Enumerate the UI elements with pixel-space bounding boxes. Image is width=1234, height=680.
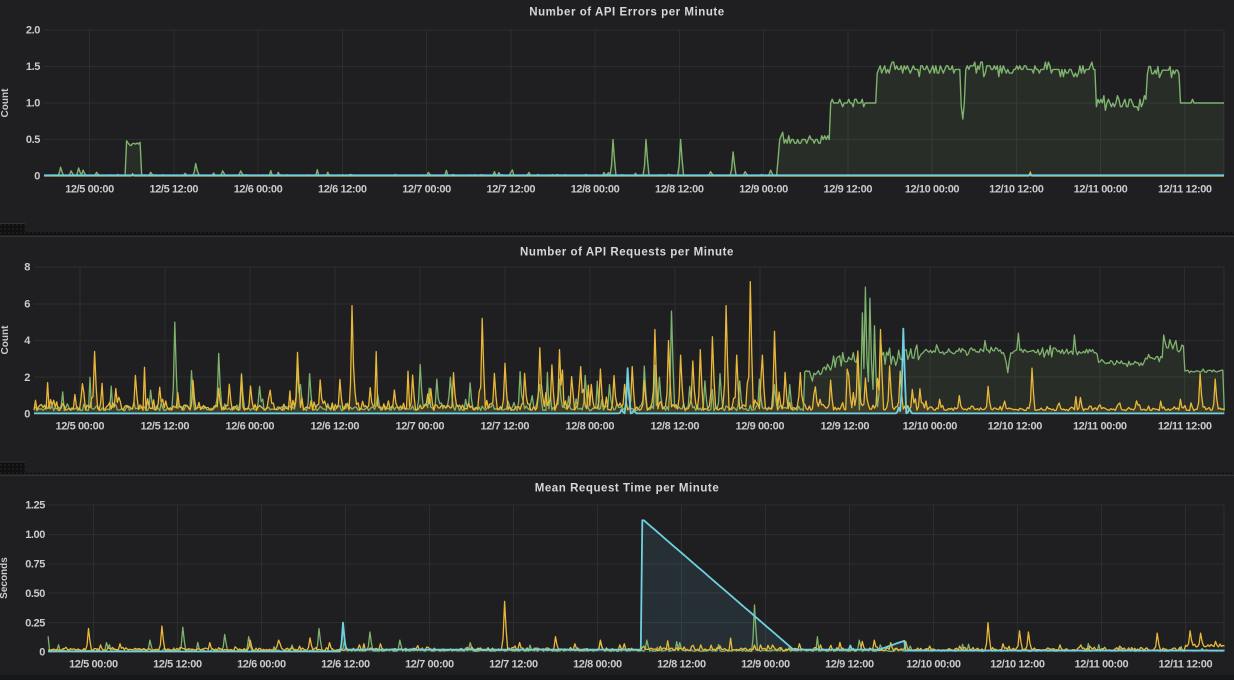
svg-text:12/10 12:00: 12/10 12:00 [988, 421, 1043, 433]
svg-text:12/7 12:00: 12/7 12:00 [489, 659, 538, 671]
svg-text:12/11 00:00: 12/11 00:00 [1075, 659, 1129, 671]
svg-text:Mean Request Time per Minute: Mean Request Time per Minute [535, 483, 720, 495]
svg-text:12/8 12:00: 12/8 12:00 [657, 659, 706, 671]
svg-text:0.5: 0.5 [26, 134, 40, 146]
svg-text:12/5 00:00: 12/5 00:00 [69, 659, 118, 671]
svg-text:12/11 00:00: 12/11 00:00 [1074, 184, 1128, 196]
svg-text:12/10 00:00: 12/10 00:00 [905, 184, 960, 196]
svg-text:12/5 00:00: 12/5 00:00 [65, 184, 114, 196]
svg-text:12/5 12:00: 12/5 12:00 [153, 659, 202, 671]
svg-text:12/10 12:00: 12/10 12:00 [989, 184, 1044, 196]
svg-text:6: 6 [24, 298, 30, 310]
svg-text:12/9 12:00: 12/9 12:00 [820, 421, 869, 433]
svg-text:12/6 12:00: 12/6 12:00 [310, 421, 359, 433]
svg-text:12/8 12:00: 12/8 12:00 [655, 184, 704, 196]
svg-text:12/8 00:00: 12/8 00:00 [573, 659, 622, 671]
svg-text:12/5 00:00: 12/5 00:00 [55, 421, 104, 433]
svg-text:0: 0 [24, 409, 30, 421]
svg-text:0.50: 0.50 [25, 588, 45, 600]
svg-text:12/7 12:00: 12/7 12:00 [486, 184, 535, 196]
svg-text:12/8 12:00: 12/8 12:00 [650, 421, 699, 433]
svg-text:1.0: 1.0 [26, 98, 40, 110]
svg-text:1.25: 1.25 [25, 500, 45, 512]
svg-text:12/11 12:00: 12/11 12:00 [1158, 184, 1212, 196]
svg-text:12/7 12:00: 12/7 12:00 [480, 421, 529, 433]
svg-text:Seconds: Seconds [0, 557, 10, 599]
svg-text:8: 8 [24, 262, 30, 274]
svg-text:0: 0 [34, 171, 40, 183]
svg-text:1.5: 1.5 [26, 61, 40, 73]
svg-text:12/10 12:00: 12/10 12:00 [990, 659, 1045, 671]
svg-text:12/6 00:00: 12/6 00:00 [237, 659, 286, 671]
svg-text:12/7 00:00: 12/7 00:00 [395, 421, 444, 433]
svg-text:1.00: 1.00 [25, 529, 45, 541]
svg-text:12/9 12:00: 12/9 12:00 [823, 184, 872, 196]
svg-text:12/11 00:00: 12/11 00:00 [1073, 421, 1127, 433]
svg-text:12/6 00:00: 12/6 00:00 [234, 184, 283, 196]
svg-text:12/9 00:00: 12/9 00:00 [735, 421, 784, 433]
svg-text:4: 4 [24, 335, 31, 347]
svg-text:12/8 00:00: 12/8 00:00 [571, 184, 620, 196]
svg-text:12/5 12:00: 12/5 12:00 [140, 421, 189, 433]
svg-text:12/11 12:00: 12/11 12:00 [1159, 659, 1213, 671]
svg-text:12/11 12:00: 12/11 12:00 [1158, 421, 1212, 433]
svg-text:12/5 12:00: 12/5 12:00 [149, 184, 198, 196]
svg-text:0.25: 0.25 [25, 617, 45, 629]
svg-text:2.0: 2.0 [26, 25, 40, 37]
svg-text:0.75: 0.75 [25, 559, 45, 571]
svg-text:12/7 00:00: 12/7 00:00 [405, 659, 454, 671]
svg-text:12/6 12:00: 12/6 12:00 [318, 184, 367, 196]
svg-text:Number of API Requests per Min: Number of API Requests per Minute [520, 247, 734, 259]
svg-text:12/8 00:00: 12/8 00:00 [565, 421, 614, 433]
svg-text:12/6 00:00: 12/6 00:00 [225, 421, 274, 433]
svg-text:12/6 12:00: 12/6 12:00 [321, 659, 370, 671]
svg-text:0: 0 [39, 647, 45, 659]
svg-text:2: 2 [24, 372, 30, 384]
svg-text:12/7 00:00: 12/7 00:00 [402, 184, 451, 196]
svg-text:12/10 00:00: 12/10 00:00 [903, 421, 958, 433]
svg-text:12/10 00:00: 12/10 00:00 [906, 659, 961, 671]
svg-text:Count: Count [0, 88, 11, 118]
svg-text:12/9 00:00: 12/9 00:00 [739, 184, 788, 196]
svg-text:12/9 00:00: 12/9 00:00 [741, 659, 790, 671]
svg-text:12/9 12:00: 12/9 12:00 [825, 659, 874, 671]
svg-text:Count: Count [0, 325, 11, 355]
svg-text:Number of API Errors per Minut: Number of API Errors per Minute [529, 7, 725, 19]
